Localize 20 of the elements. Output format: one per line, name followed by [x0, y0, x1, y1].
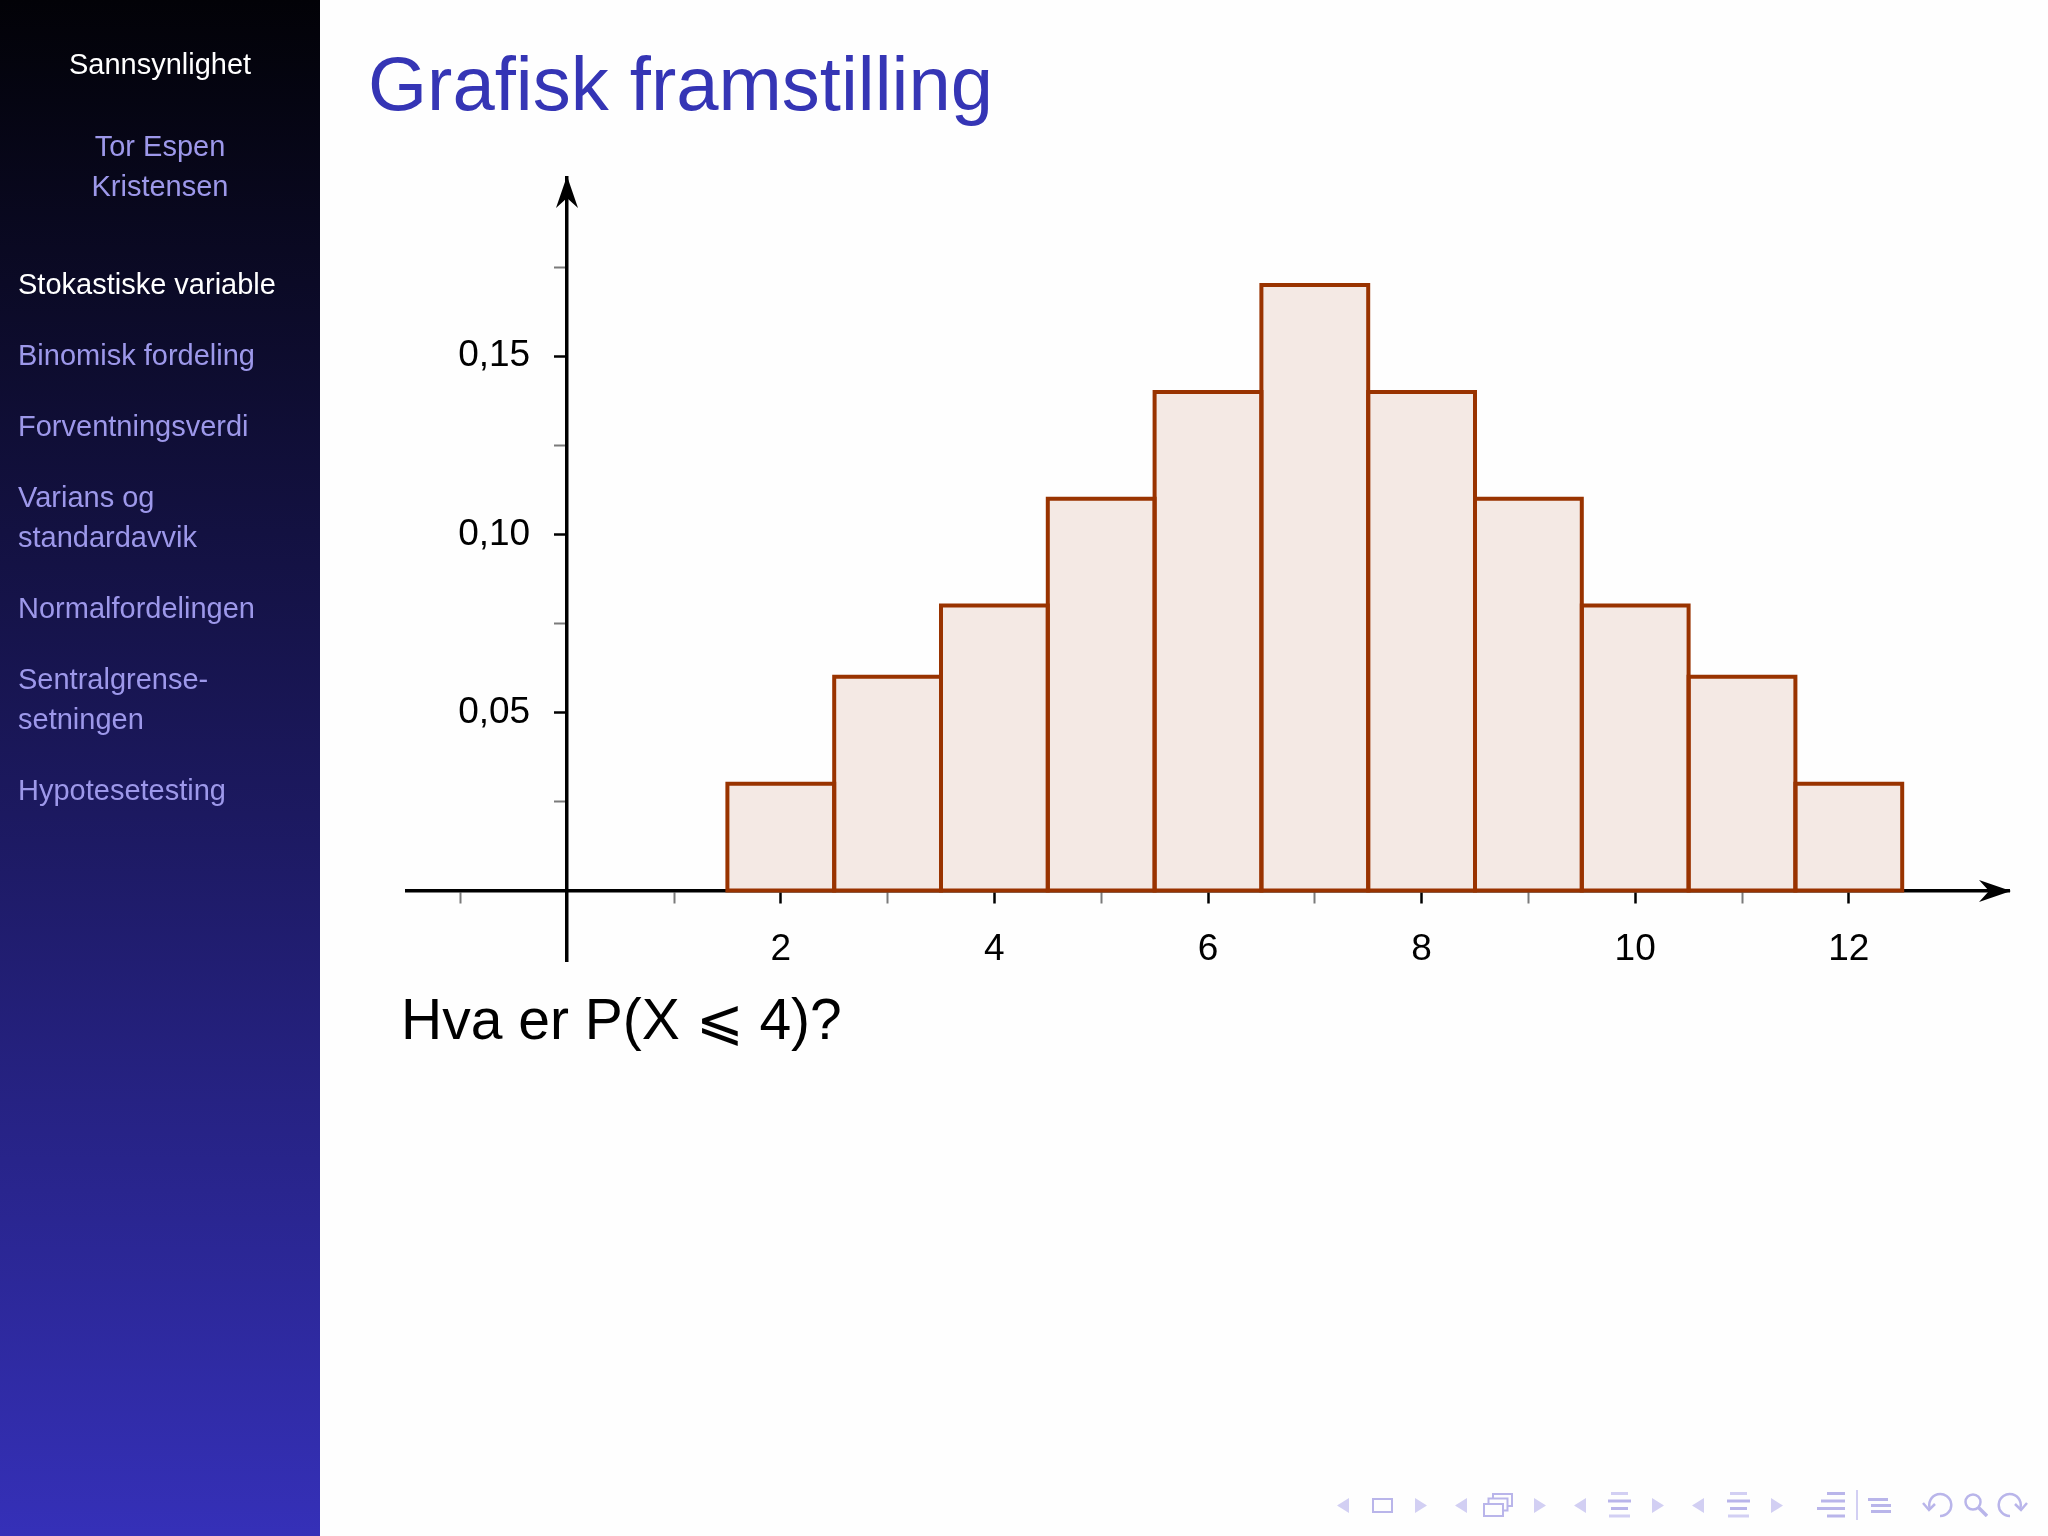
x-tick-label: 10 [1614, 926, 1656, 968]
chart-title: Grafisk framstilling [368, 41, 993, 126]
x-tick-label: 2 [770, 926, 792, 968]
text: Hva er P(X ⩽ 4)? [401, 987, 842, 1051]
x-tick-label: 4 [984, 926, 1005, 968]
text: Stokastiske variable [18, 267, 277, 302]
x-tick-label: 12 [1828, 926, 1870, 968]
text: Hypotesetesting [18, 773, 227, 808]
text: Binomisk fordeling [18, 338, 256, 373]
y-tick-label: 0,10 [458, 511, 531, 553]
text: Forventningsverdi [18, 409, 250, 444]
x-tick-label: 8 [1411, 926, 1432, 968]
y-tick-label: 0,05 [458, 689, 531, 731]
text: Tor Espen Kristensen [90, 129, 230, 204]
y-tick-label: 0,15 [458, 333, 531, 375]
text: Sannsynlighet [67, 47, 253, 82]
text: Sentralgrense-setningen [18, 662, 210, 737]
x-tick-label: 6 [1197, 926, 1219, 968]
text: Normalfordelingen [18, 591, 256, 626]
text: Varians og standardavvik [18, 480, 198, 555]
